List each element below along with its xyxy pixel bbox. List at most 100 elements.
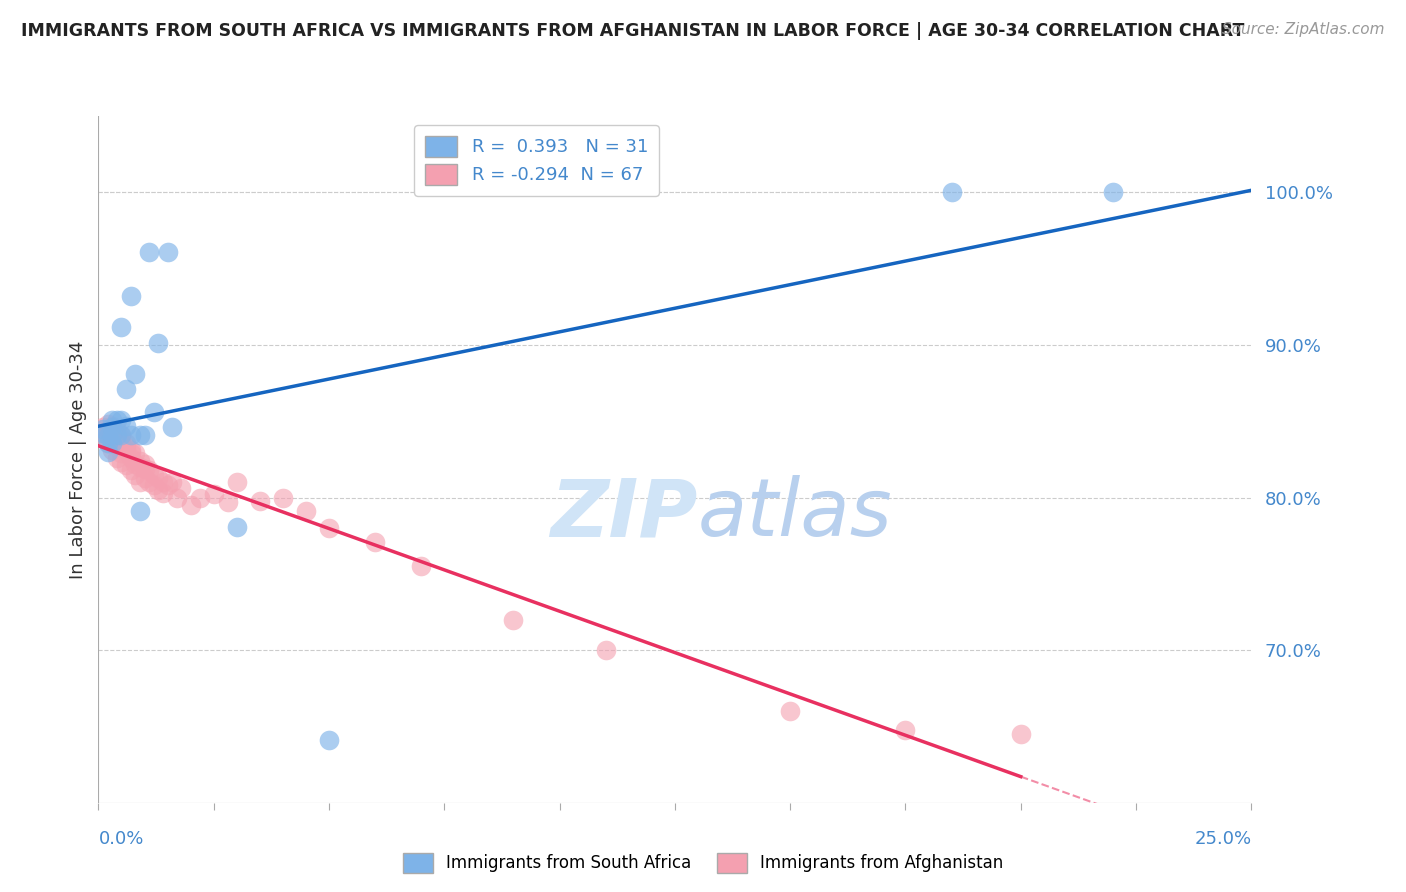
Point (101, 435, 124, 450)
Point (142, 405, 165, 419)
Y-axis label: In Labor Force | Age 30-34: In Labor Force | Age 30-34 (69, 340, 87, 579)
Point (120, 428, 142, 442)
Point (110, 319, 132, 334)
Point (97, 435, 120, 450)
Point (124, 446, 146, 460)
Point (271, 491, 294, 505)
Point (124, 467, 146, 482)
Text: Source: ZipAtlas.com: Source: ZipAtlas.com (1222, 22, 1385, 37)
Point (101, 433, 124, 447)
Point (134, 457, 156, 471)
Point (110, 446, 132, 460)
Point (101, 418, 124, 433)
Point (142, 467, 165, 482)
Point (110, 431, 132, 445)
Point (120, 463, 142, 477)
Point (105, 450, 128, 465)
Point (502, 613, 524, 627)
Legend: R =  0.393   N = 31, R = -0.294  N = 67: R = 0.393 N = 31, R = -0.294 N = 67 (413, 125, 659, 195)
Point (894, 723, 917, 737)
Point (110, 455, 132, 469)
Point (249, 493, 271, 508)
Point (101, 413, 124, 427)
Point (134, 461, 156, 475)
Legend: Immigrants from South Africa, Immigrants from Afghanistan: Immigrants from South Africa, Immigrants… (396, 847, 1010, 880)
Point (138, 244, 160, 259)
Point (105, 437, 128, 451)
Point (152, 475, 174, 490)
Point (941, 186, 963, 200)
Point (188, 491, 211, 505)
Point (166, 491, 188, 505)
Point (129, 460, 152, 475)
Point (105, 428, 128, 442)
Point (115, 418, 138, 433)
Point (115, 443, 138, 458)
Point (97, 444, 120, 458)
Point (101, 428, 124, 442)
Point (1102, 186, 1125, 200)
Point (97, 417, 120, 432)
Point (138, 463, 160, 477)
Point (115, 458, 138, 473)
Point (160, 475, 183, 490)
Point (129, 504, 152, 518)
Point (120, 443, 142, 458)
Point (129, 454, 152, 468)
Point (160, 420, 183, 434)
Point (124, 457, 146, 471)
Point (142, 478, 165, 492)
Point (148, 483, 170, 497)
Point (91, 426, 114, 441)
Point (180, 498, 202, 512)
Point (110, 435, 132, 450)
Text: 25.0%: 25.0% (1194, 830, 1251, 848)
Point (110, 440, 132, 454)
Point (97, 435, 120, 450)
Point (120, 450, 142, 465)
Point (91, 428, 114, 442)
Point (110, 413, 132, 427)
Point (97, 428, 120, 442)
Point (110, 428, 132, 442)
Point (105, 423, 128, 437)
Point (1010, 727, 1032, 741)
Point (156, 244, 179, 259)
Point (120, 289, 142, 303)
Point (105, 428, 128, 442)
Point (129, 428, 152, 442)
Point (225, 475, 247, 490)
Text: 0.0%: 0.0% (98, 830, 143, 848)
Point (138, 475, 160, 490)
Point (148, 471, 170, 485)
Text: ZIP: ZIP (551, 475, 697, 553)
Point (101, 443, 124, 458)
Point (779, 704, 801, 718)
Point (225, 519, 247, 533)
Point (148, 336, 170, 351)
Point (115, 440, 138, 454)
Text: IMMIGRANTS FROM SOUTH AFRICA VS IMMIGRANTS FROM AFGHANISTAN IN LABOR FORCE | AGE: IMMIGRANTS FROM SOUTH AFRICA VS IMMIGRAN… (21, 22, 1244, 40)
Point (101, 423, 124, 437)
Point (134, 471, 156, 485)
Point (91, 420, 114, 434)
Point (115, 382, 138, 396)
Point (101, 428, 124, 442)
Point (110, 428, 132, 442)
Point (101, 420, 124, 434)
Point (318, 733, 340, 747)
Point (105, 433, 128, 447)
Text: atlas: atlas (697, 475, 893, 553)
Point (124, 367, 146, 381)
Point (364, 534, 387, 549)
Point (115, 435, 138, 450)
Point (156, 478, 179, 492)
Point (91, 422, 114, 436)
Point (97, 429, 120, 443)
Point (295, 504, 318, 518)
Point (595, 643, 617, 657)
Point (170, 482, 193, 496)
Point (411, 559, 433, 574)
Point (105, 413, 128, 427)
Point (318, 521, 340, 535)
